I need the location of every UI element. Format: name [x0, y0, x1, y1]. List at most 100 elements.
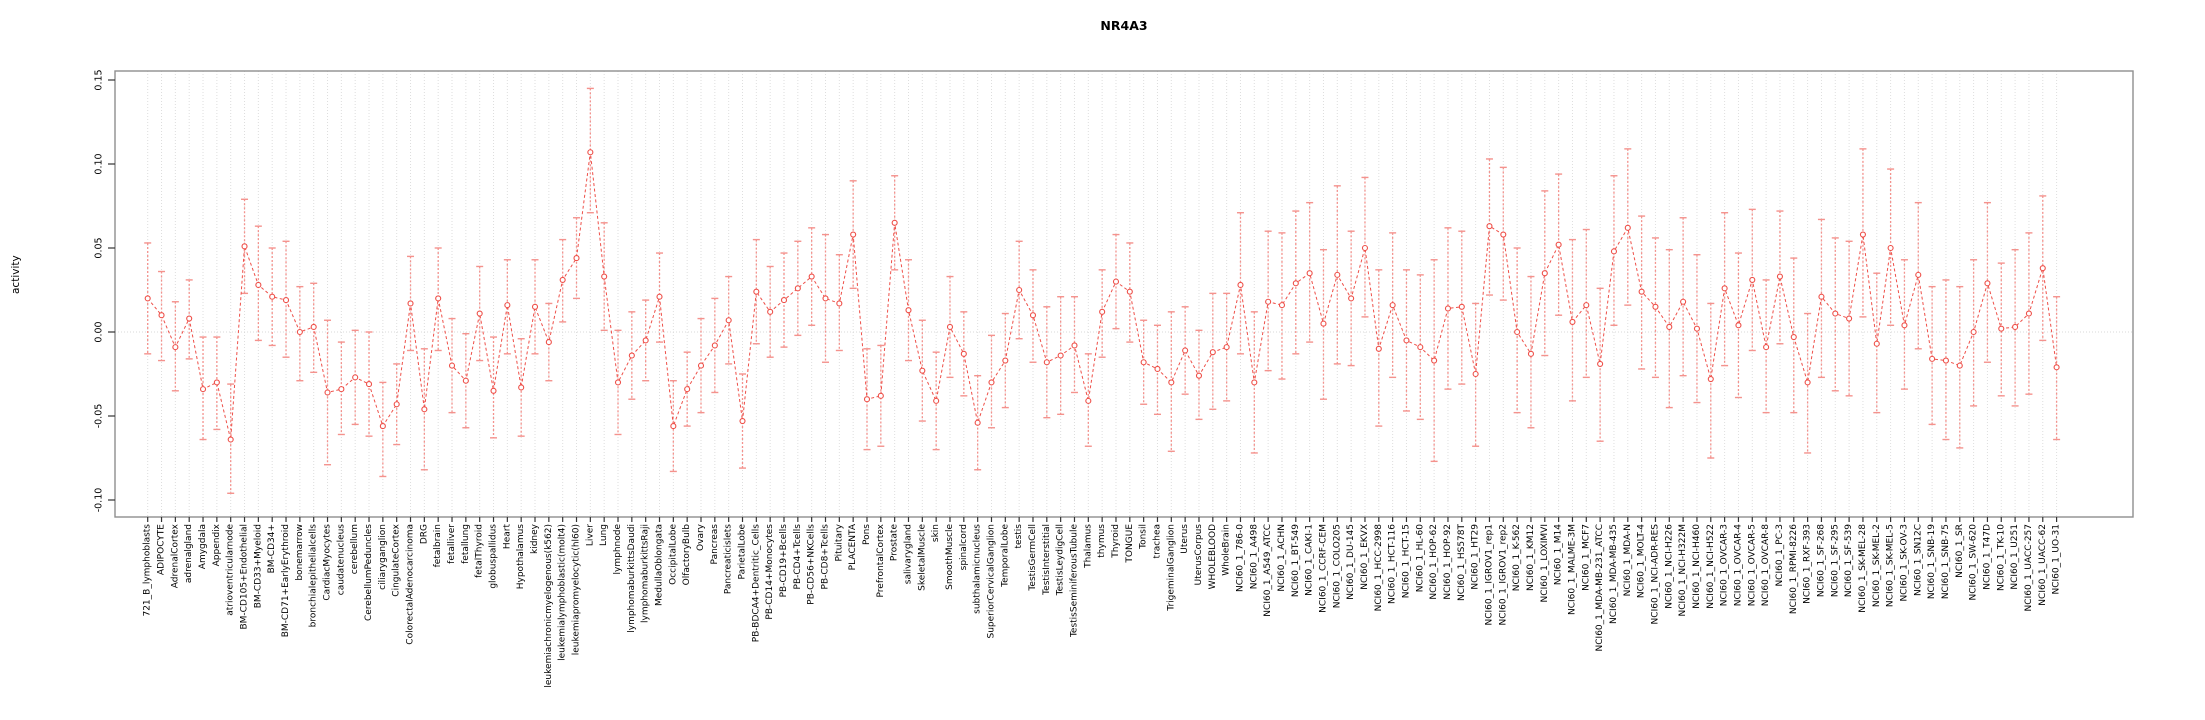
x-tick-label: NCI60_1_LOXIMVI [1540, 524, 1550, 602]
x-tick-label: testis [1014, 524, 1024, 549]
data-point-marker [628, 352, 635, 359]
data-point-marker [794, 285, 801, 292]
data-point-marker [490, 387, 497, 394]
x-tick-label: PB-CD14+Monocytes [765, 524, 775, 620]
data-point-marker [836, 300, 843, 307]
data-point-marker [1085, 397, 1092, 404]
data-point-marker [1237, 281, 1244, 289]
data-point-marker [393, 401, 400, 408]
y-tick-label: -0.05 [94, 404, 105, 429]
x-tick-label: CingulateCortex [392, 523, 402, 596]
x-tick-label: Liver [585, 524, 595, 546]
x-tick-label: NCI60_1_HCT-15 [1401, 524, 1411, 598]
x-tick-label: Pituitary [834, 523, 844, 561]
data-point-marker [919, 367, 926, 374]
data-point-marker [1721, 285, 1728, 292]
data-point-marker [656, 293, 663, 300]
data-point-marker [1182, 347, 1189, 354]
x-tick-label: Tonsil [1139, 524, 1149, 550]
data-point-marker [601, 273, 608, 280]
data-point-marker [518, 384, 525, 391]
x-tick-label: NCI60_1_IGROV1_rep2 [1498, 524, 1508, 626]
x-tick-label: spinalcord [959, 524, 969, 570]
data-point-marker [227, 436, 234, 443]
data-point-marker [614, 379, 622, 386]
x-tick-label: NCI60_1_PC-3 [1775, 524, 1785, 587]
data-point-marker [269, 293, 276, 300]
x-tick-label: TemporalLobe [1000, 524, 1010, 588]
data-point-marker [1126, 288, 1133, 295]
data-point-marker [891, 219, 898, 226]
x-tick-label: AdrenalCortex [170, 523, 180, 588]
x-tick-label: OccipitalLobe [668, 524, 678, 585]
data-point-marker [2053, 364, 2060, 371]
x-tick-label: TestisSeminiferousTubule [1069, 524, 1079, 638]
x-tick-label: PB-CD8+Tcells [820, 524, 830, 590]
data-point-marker [1417, 344, 1424, 351]
data-point-marker [1375, 345, 1382, 352]
x-tick-label: NCI60_1_SK-OV-3 [1899, 524, 1909, 602]
data-point-marker [1029, 312, 1037, 319]
data-point-marker [670, 423, 677, 430]
x-tick-label: NCI60_1_SN12C [1913, 524, 1923, 596]
y-tick-label: 0.00 [94, 321, 105, 342]
data-point-marker [1956, 362, 1963, 369]
data-point-marker [767, 308, 774, 315]
data-point-marker [1569, 318, 1576, 325]
x-tick-label: NCI60_1_RXF-393 [1803, 524, 1813, 604]
x-tick-label: NCI60_1_MDA-MB-231_ATCC [1595, 524, 1605, 651]
x-tick-label: fetalliver [447, 524, 457, 564]
x-tick-label: ciliaryganglion [378, 524, 388, 590]
data-point-marker [1292, 280, 1299, 287]
data-point-marker [1458, 303, 1465, 310]
x-tick-label: NCI60_1_NCI-ADR-RES [1650, 524, 1660, 625]
data-point-marker [531, 303, 539, 310]
x-tick-label: Pons [862, 524, 872, 545]
x-tick-label: NCI60_1_T47D [1982, 524, 1992, 590]
x-tick-label: TestisInterstitial [1042, 524, 1052, 596]
data-point-marker [1915, 271, 1922, 278]
data-point-marker [1514, 328, 1521, 336]
x-tick-label: fetalThyroid [475, 524, 485, 578]
data-point-marker [1223, 344, 1230, 351]
x-tick-label: NCI60_1_TK-10 [1996, 524, 2006, 591]
x-tick-label: NCI60_1_NCI-H522 [1706, 524, 1716, 609]
x-tick-label: Lung [599, 524, 609, 546]
data-point-marker [213, 379, 220, 386]
data-point-marker [946, 323, 954, 331]
data-point-marker [310, 323, 317, 331]
y-tick-label: 0.05 [94, 237, 105, 258]
data-point-marker [1998, 325, 2005, 332]
x-tick-label: lymphomaburkittsDaudi [627, 524, 637, 633]
x-tick-label: SuperiorCervicalGanglion [986, 524, 996, 639]
data-point-marker [1348, 295, 1355, 302]
x-tick-label: NCI60_1_CAKI-1 [1305, 524, 1315, 596]
data-point-marker [1610, 248, 1618, 255]
data-point-marker [199, 386, 207, 393]
x-tick-label: MedullaOblongata [655, 524, 665, 606]
data-point-marker [1680, 298, 1687, 305]
x-tick-label: NCI60_1_MALME-3M [1567, 524, 1577, 615]
x-tick-label: NCI60_1_SF-295 [1830, 524, 1840, 597]
data-point-marker [1749, 276, 1756, 283]
x-tick-label: NCI60_1_ACHN [1277, 524, 1287, 592]
data-point-marker [1016, 286, 1023, 294]
x-tick-label: NCI60_1_HL-60 [1415, 524, 1425, 592]
data-point-marker [1389, 302, 1396, 309]
data-point-marker [1002, 357, 1009, 364]
x-tick-label: NCI60_1_A549_ATCC [1263, 524, 1273, 617]
series-line [147, 152, 2058, 440]
data-point-marker [2012, 323, 2019, 331]
x-tick-label: 721_B_lymphoblasts [143, 524, 153, 617]
x-tick-label: OlfactoryBulb [682, 524, 692, 586]
x-tick-label: NCI60_1_OVCAR-5 [1747, 524, 1757, 606]
x-tick-label: ParietalLobe [738, 524, 748, 580]
data-point-marker [1043, 359, 1050, 366]
x-tick-label: NCI60_1_COLO205 [1332, 524, 1342, 608]
x-tick-label: Ovary [696, 523, 706, 551]
data-point-marker [1901, 322, 1908, 329]
data-point-marker [1666, 323, 1673, 331]
x-tick-label: NCI60_1_BT-549 [1291, 524, 1301, 597]
data-point-marker [545, 339, 552, 346]
